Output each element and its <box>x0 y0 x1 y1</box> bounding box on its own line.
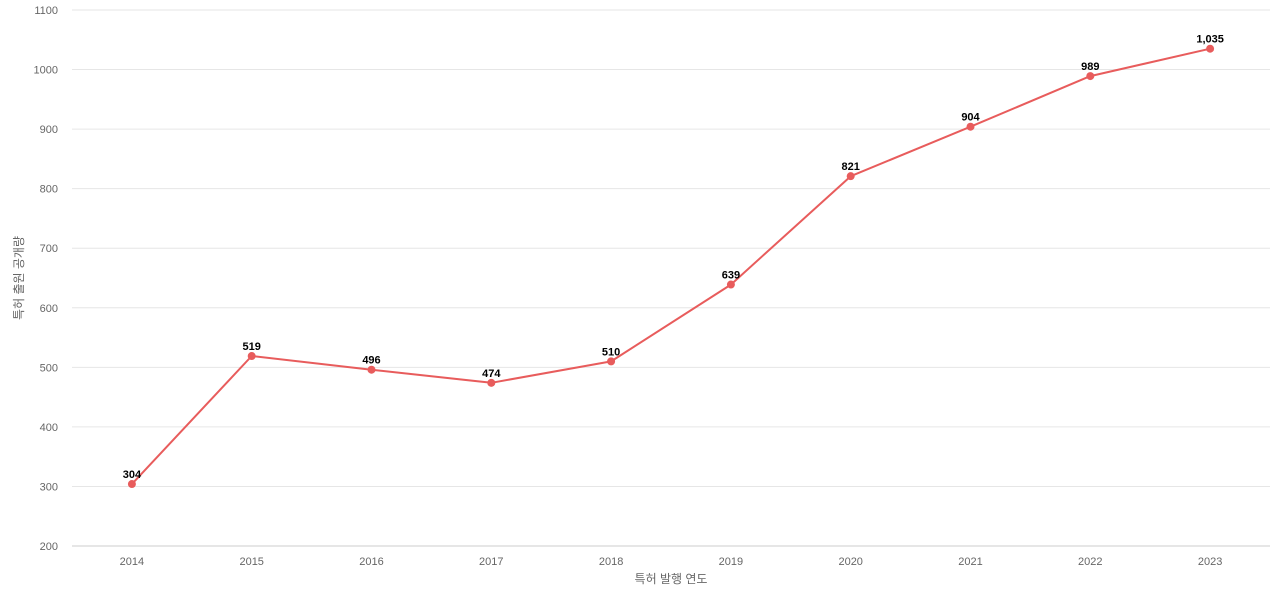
data-point <box>487 378 496 387</box>
data-point <box>846 172 855 181</box>
data-point <box>367 365 376 374</box>
data-label: 510 <box>602 346 620 358</box>
data-point <box>1206 44 1215 53</box>
data-label: 496 <box>362 355 380 367</box>
y-tick-label: 1000 <box>34 65 58 77</box>
data-label: 304 <box>123 469 142 481</box>
x-axis-title: 특허 발행 연도 <box>635 571 708 586</box>
data-label: 639 <box>722 270 740 282</box>
data-point <box>1086 72 1095 81</box>
y-tick-label: 700 <box>40 243 58 255</box>
x-axis-ticks: 2014 2015 2016 2017 2018 2019 2020 2021 2022 2023 <box>120 556 1223 568</box>
x-tick-label: 2018 <box>599 556 623 568</box>
x-tick-label: 2020 <box>838 556 862 568</box>
y-axis-title: 특허 출원 공개량 <box>12 236 26 320</box>
data-point <box>607 357 616 366</box>
y-tick-label: 400 <box>40 422 58 434</box>
data-label: 1,035 <box>1196 34 1224 46</box>
x-tick-label: 2022 <box>1078 556 1102 568</box>
data-points <box>127 44 1215 489</box>
data-label: 474 <box>482 368 501 380</box>
data-point <box>726 280 735 289</box>
x-tick-label: 2016 <box>359 556 383 568</box>
data-label: 904 <box>961 112 980 124</box>
y-axis-ticks: 200 300 400 500 600 700 800 900 1000 1100 <box>34 5 58 553</box>
data-point <box>127 480 136 489</box>
x-tick-label: 2023 <box>1198 556 1222 568</box>
x-tick-label: 2014 <box>120 556 144 568</box>
y-tick-label: 1100 <box>34 5 58 17</box>
x-tick-label: 2021 <box>958 556 982 568</box>
series-layer <box>130 47 1212 486</box>
y-tick-label: 300 <box>40 481 58 493</box>
data-label: 519 <box>243 341 261 353</box>
data-point <box>966 122 975 131</box>
data-point <box>247 352 256 361</box>
y-tick-label: 800 <box>40 184 58 196</box>
data-labels: 304 519 496 474 510 639 821 904 989 1,035 <box>123 34 1224 481</box>
data-label: 821 <box>842 161 860 173</box>
y-tick-label: 200 <box>40 541 58 553</box>
y-tick-label: 600 <box>40 303 58 315</box>
x-tick-label: 2017 <box>479 556 503 568</box>
data-label: 989 <box>1081 61 1099 73</box>
series-line <box>130 47 1212 486</box>
y-tick-label: 500 <box>40 362 58 374</box>
x-tick-label: 2019 <box>719 556 743 568</box>
grid-lines <box>72 9 1270 547</box>
y-tick-label: 900 <box>40 124 58 136</box>
x-tick-label: 2015 <box>239 556 263 568</box>
